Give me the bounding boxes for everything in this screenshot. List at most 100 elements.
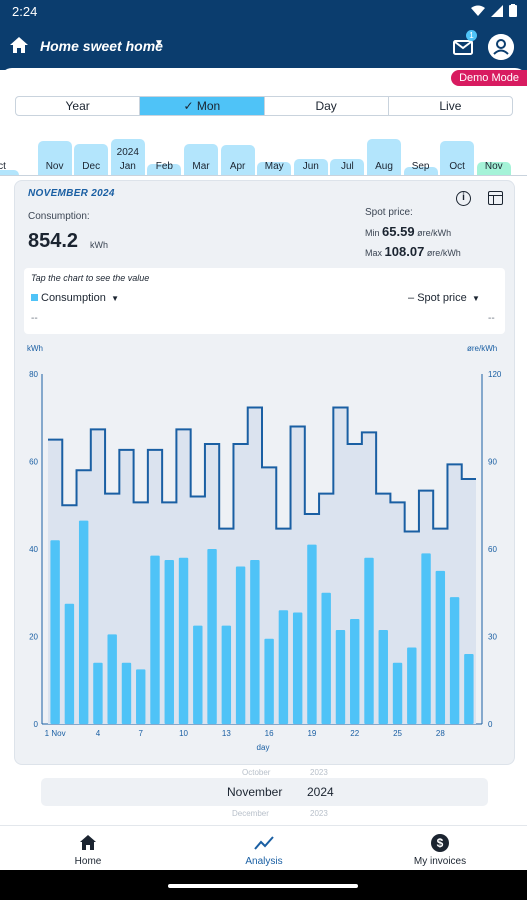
tap-hint: Tap the chart to see the value [31, 273, 150, 283]
month-bar[interactable] [293, 159, 328, 175]
spot-max-row: Max 108.07 øre/kWh [365, 244, 461, 259]
consumption-bar [164, 559, 174, 724]
info-icon[interactable]: i [456, 191, 471, 206]
site-selector[interactable]: Home sweet home [40, 38, 163, 54]
consumption-bar [449, 597, 460, 724]
chevron-down-icon[interactable]: ▼ [154, 38, 164, 49]
month-bar[interactable] [0, 170, 19, 175]
consumption-bar [193, 625, 203, 724]
month-bar[interactable] [74, 144, 109, 175]
spot-min-unit: øre/kWh [417, 228, 452, 238]
spot-legend-selector[interactable]: – Spot price ▼ [408, 292, 480, 304]
status-bar: 2:24 [0, 0, 527, 24]
x-tick-label: 4 [96, 729, 101, 738]
consumption-bar [150, 555, 160, 724]
y-right-tick: 90 [488, 458, 497, 467]
consumption-chart[interactable]: 0 20 40 60 80 0 30 60 90 120 1 Nov 4 7 10 13 16 19 22 25 28… [20, 360, 510, 760]
consumption-bar [136, 669, 146, 724]
nav-invoices[interactable]: $ My invoices [385, 834, 495, 867]
period-picker[interactable] [41, 778, 488, 806]
nav-analysis-label: Analysis [245, 856, 283, 867]
picker-year[interactable]: 2024 [307, 785, 334, 799]
resolution-tabs: Year ✓ Mon Day Live [15, 96, 513, 116]
month-bar[interactable] [220, 145, 255, 175]
month-bar[interactable] [330, 159, 365, 175]
picker-prev-month[interactable]: October [242, 768, 271, 777]
spot-legend-label: Spot price [417, 292, 467, 304]
month-label: Feb [155, 161, 173, 172]
month-label: Mar [192, 161, 210, 172]
spot-price-line [48, 406, 476, 533]
battery-icon [509, 4, 517, 17]
picker-next-year[interactable]: 2023 [310, 809, 328, 818]
consumption-legend-selector[interactable]: Consumption ▼ [31, 292, 119, 304]
chevron-down-icon: ▼ [108, 294, 120, 303]
tab-day[interactable]: Day [265, 97, 389, 115]
x-tick-label: 1 Nov [45, 729, 66, 738]
bottom-nav: Home Analysis $ My invoices [0, 825, 527, 870]
month-label: Dec [82, 161, 101, 172]
month-bar[interactable] [476, 162, 511, 175]
month-selector: ct Nov Dec Jan 2024 Feb Mar Apr May Jun Jul Aug Sep O… [0, 130, 527, 176]
chevron-down-icon: ▼ [469, 294, 480, 303]
consumption-bar [93, 662, 103, 724]
month-label: ct [0, 161, 6, 172]
consumption-bar [64, 603, 75, 724]
month-bar[interactable] [257, 162, 292, 175]
picker-prev-year[interactable]: 2023 [310, 768, 328, 777]
x-tick-label: 25 [393, 729, 402, 738]
tab-year[interactable]: Year [16, 97, 141, 115]
month-label: Sep [411, 161, 430, 172]
month-label: Oct [449, 161, 465, 172]
consumption-bar [250, 559, 260, 724]
consumption-swatch [31, 294, 38, 301]
spot-price-label: Spot price: [365, 207, 413, 218]
consumption-label: Consumption: [28, 211, 90, 222]
month-label: Apr [229, 161, 246, 172]
tab-live[interactable]: Live [439, 99, 462, 113]
spot-max-value: 108.07 [384, 244, 425, 259]
month-bar[interactable] [110, 139, 145, 175]
consumption-bar [292, 612, 303, 724]
gesture-handle[interactable] [168, 884, 358, 888]
nav-analysis[interactable]: Analysis [209, 834, 319, 867]
spot-max-label: Max [365, 248, 383, 258]
signal-icon [491, 4, 503, 17]
month-bar[interactable] [147, 164, 182, 175]
month-label: Jan [119, 161, 136, 172]
app-bar: Home sweet home ▼ 1 [0, 24, 527, 70]
tab-month[interactable]: ✓ Mon [140, 97, 265, 115]
month-bar[interactable] [403, 167, 438, 175]
period-title: NOVEMBER 2024 [28, 188, 115, 199]
x-tick-label: 13 [222, 729, 231, 738]
month-label: Nov [45, 161, 64, 172]
demo-mode-badge: Demo Mode [451, 70, 527, 86]
x-axis-label: day [257, 743, 270, 752]
home-icon[interactable] [8, 34, 30, 56]
table-view-icon[interactable] [488, 191, 503, 205]
right-axis-unit: øre/kWh [467, 344, 498, 353]
y-left-tick: 80 [29, 370, 38, 379]
user-icon[interactable] [488, 34, 514, 60]
y-left-tick: 20 [29, 633, 38, 642]
y-left-tick: 60 [29, 458, 38, 467]
consumption-value: 854.2 [28, 230, 79, 252]
picker-month[interactable]: November [227, 785, 283, 799]
mail-icon[interactable] [452, 36, 474, 58]
x-tick-label: 28 [436, 729, 445, 738]
nav-home[interactable]: Home [33, 834, 143, 867]
y-right-tick: 30 [488, 633, 497, 642]
month-bar[interactable] [184, 144, 218, 175]
month-bar[interactable] [367, 139, 401, 175]
month-bar[interactable] [440, 141, 475, 175]
consumption-readout-value: -- [31, 313, 38, 324]
x-tick-label: 7 [139, 729, 144, 738]
month-label: May [264, 161, 284, 172]
month-bar[interactable] [37, 141, 72, 175]
picker-next-month[interactable]: December [232, 809, 269, 818]
wifi-icon [471, 5, 485, 16]
consumption-bar [464, 654, 474, 724]
consumption-bar [350, 619, 360, 724]
x-tick-label: 19 [307, 729, 316, 738]
consumption-bar [264, 638, 274, 724]
